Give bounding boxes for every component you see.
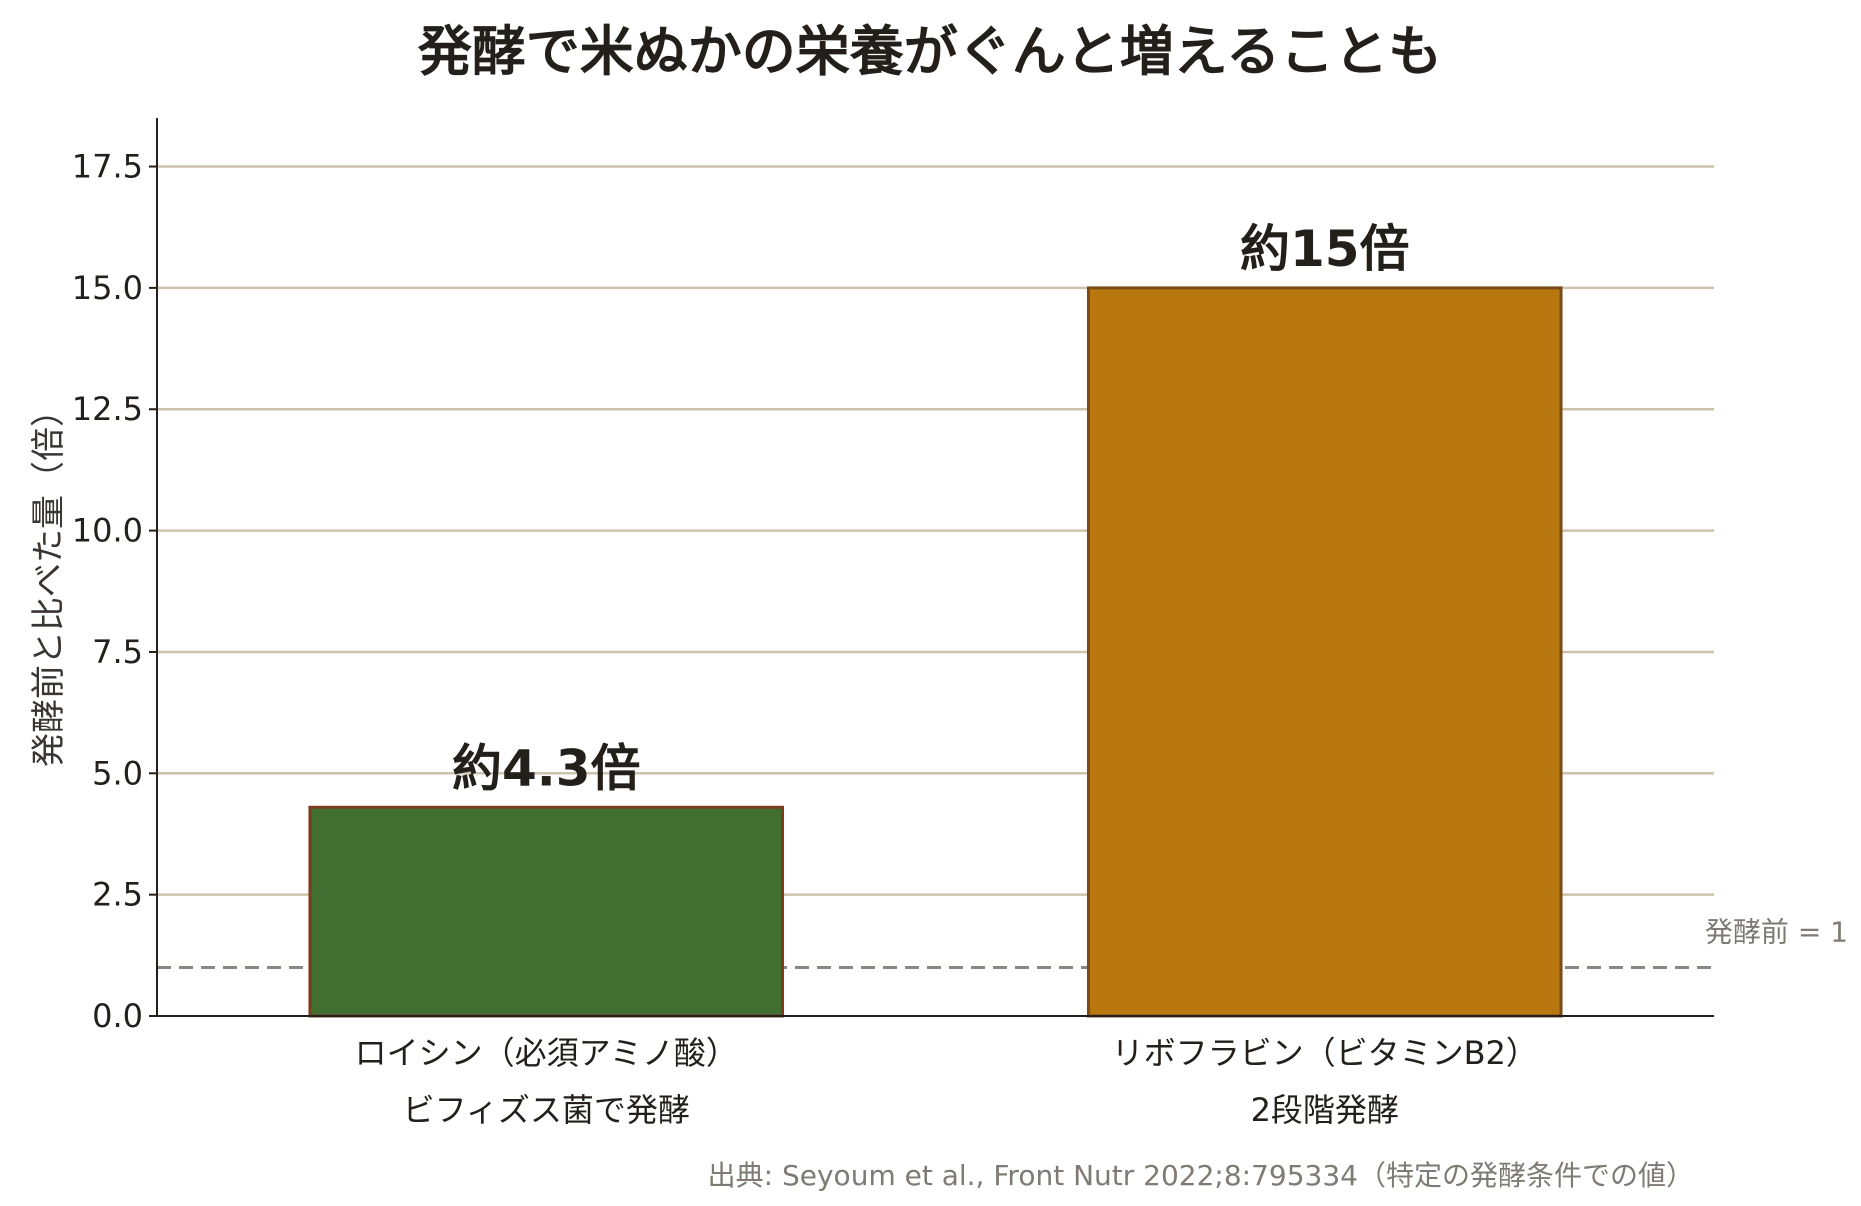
y-tick-label: 17.5 — [72, 148, 143, 186]
y-ticks: 0.0 2.5 5.0 7.5 10.0 12.5 15.0 17.5 — [72, 148, 157, 1035]
category-label-line1: リボフラビン（ビタミンB2） — [1112, 1034, 1538, 1072]
reference-line-label: 発酵前 = 1 — [1705, 915, 1848, 948]
category-label-line2: 2段階発酵 — [1251, 1091, 1399, 1129]
y-tick-label: 10.0 — [72, 512, 143, 550]
chart-title: 発酵で米ぬかの栄養がぐんと増えることも — [418, 20, 1442, 83]
category-label-line1: ロイシン（必須アミノ酸） — [355, 1034, 738, 1072]
y-tick-label: 0.0 — [92, 997, 143, 1035]
y-tick-label: 15.0 — [72, 269, 143, 307]
source-note: 出典: Seyoum et al., Front Nutr 2022;8:795… — [708, 1159, 1694, 1192]
reference-line-group: 発酵前 = 1 — [157, 915, 1848, 969]
data-label: 約15倍 — [1240, 220, 1410, 278]
bar — [308, 805, 785, 1018]
grid-lines — [157, 165, 1714, 896]
data-label: 約4.3倍 — [452, 739, 641, 797]
y-tick-label: 12.5 — [72, 390, 143, 428]
y-tick-label: 5.0 — [92, 754, 143, 792]
y-axis-label: 発酵前と比べた量（倍） — [29, 393, 69, 767]
category-labels: ロイシン（必須アミノ酸） ビフィズス菌で発酵 リボフラビン（ビタミンB2） 2段階発酵 — [355, 1034, 1538, 1129]
y-tick-label: 2.5 — [92, 876, 143, 914]
data-labels: 約4.3倍 約15倍 — [452, 220, 1410, 797]
bar — [1086, 286, 1563, 1018]
y-tick-label: 7.5 — [92, 633, 143, 671]
category-label-line2: ビフィズス菌で発酵 — [403, 1091, 690, 1129]
bars — [308, 286, 1563, 1018]
